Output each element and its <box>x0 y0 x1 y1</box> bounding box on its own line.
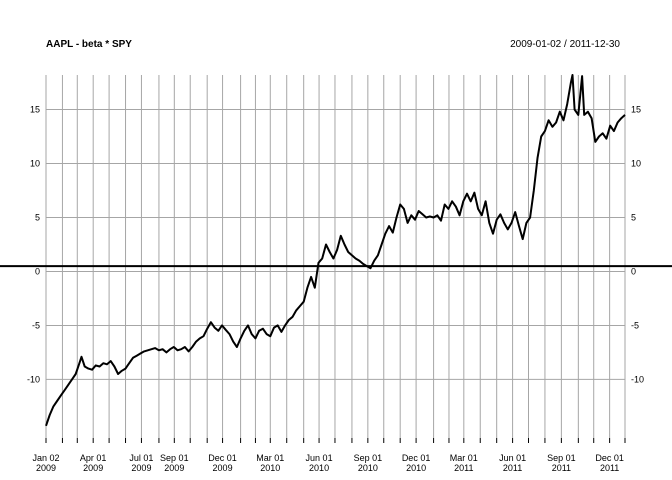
chart-date-range: 2009-01-02 / 2011-12-30 <box>510 39 620 50</box>
x-tick-label: Jan 02 <box>32 453 59 463</box>
y-tick-label-right: -10 <box>631 374 644 384</box>
x-tick-label: Sep 01 <box>547 453 576 463</box>
y-tick-label-left: 5 <box>35 212 40 222</box>
y-tick-label-left: 10 <box>30 159 40 169</box>
x-tick-label: Dec 01 <box>595 453 624 463</box>
x-tick-year: 2011 <box>600 463 619 473</box>
x-tick-label: Apr 01 <box>80 453 107 463</box>
x-tick-year: 2009 <box>213 463 233 473</box>
x-tick-label: Jul 01 <box>129 453 153 463</box>
y-tick-label-right: 15 <box>631 105 641 115</box>
x-tick-year: 2009 <box>83 463 103 473</box>
y-tick-label-left: 15 <box>30 105 40 115</box>
x-tick-year: 2010 <box>406 463 426 473</box>
x-tick-label: Jun 01 <box>499 453 526 463</box>
y-tick-label-right: 0 <box>631 266 636 276</box>
y-tick-label-left: -5 <box>32 320 40 330</box>
x-tick-year: 2011 <box>454 463 473 473</box>
x-tick-year: 2009 <box>36 463 56 473</box>
x-tick-year: 2011 <box>503 463 522 473</box>
x-tick-year: 2009 <box>164 463 184 473</box>
y-tick-label-left: -10 <box>27 374 40 384</box>
y-tick-label-left: 0 <box>35 266 40 276</box>
chart-title: AAPL - beta * SPY <box>46 39 132 50</box>
x-tick-label: Sep 01 <box>354 453 383 463</box>
x-tick-label: Dec 01 <box>402 453 431 463</box>
series-layer <box>45 74 626 427</box>
y-tick-label-right: -5 <box>631 320 639 330</box>
x-tick-year: 2009 <box>131 463 151 473</box>
x-tick-year: 2010 <box>358 463 378 473</box>
x-tick-label: Dec 01 <box>208 453 237 463</box>
x-tick-label: Jun 01 <box>306 453 333 463</box>
x-tick-label: Mar 01 <box>256 453 284 463</box>
y-tick-label-right: 5 <box>631 212 636 222</box>
x-tick-label: Mar 01 <box>450 453 478 463</box>
x-tick-year: 2011 <box>552 463 571 473</box>
y-tick-label-right: 10 <box>631 159 641 169</box>
grid-lines <box>45 75 626 438</box>
series-line <box>45 74 626 427</box>
x-tick-year: 2010 <box>260 463 280 473</box>
x-tick-label: Sep 01 <box>160 453 189 463</box>
x-tick-year: 2010 <box>309 463 329 473</box>
